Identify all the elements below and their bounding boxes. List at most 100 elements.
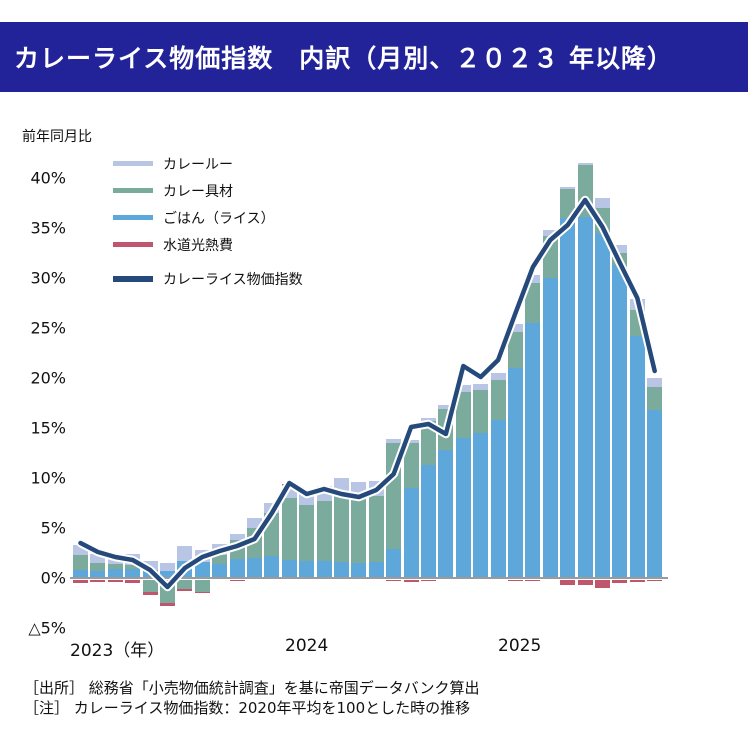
bar-segment-カレー具材 (368, 496, 384, 562)
bar-segment-カレールー (421, 418, 436, 421)
bar-segment-カレー具材 (212, 555, 228, 564)
bar-segment-カレー具材 (90, 563, 106, 571)
bar-segment-水道光熱費 (90, 580, 106, 582)
roux-swatch-icon (113, 161, 153, 166)
bar-segment-カレー具材 (403, 443, 419, 488)
bar-segment-カレー具材 (281, 498, 297, 560)
bar-segment-水道光熱費 (577, 580, 593, 585)
bar-segment-ごはん（ライス） (525, 323, 541, 578)
bar-segment-ごはん（ライス） (177, 561, 193, 578)
bar-segment-水道光熱費 (107, 580, 123, 582)
bar-segment-ごはん（ライス） (212, 564, 228, 578)
bar-segment-カレー具材 (160, 580, 175, 603)
bar-segment-カレールー (212, 544, 228, 555)
bar-segment-カレー具材 (595, 208, 610, 233)
bar-segment-カレー具材 (299, 505, 315, 561)
bar-segment-カレールー (334, 478, 349, 494)
bar-segment-カレールー (525, 275, 541, 283)
bar-segment-カレールー (438, 405, 454, 409)
bar-segment-カレー具材 (247, 528, 262, 558)
bar-segment-カレー具材 (107, 564, 123, 569)
bar-segment-カレー具材 (542, 236, 558, 278)
bar-segment-カレールー (160, 563, 175, 571)
bar-segment-ごはん（ライス） (351, 563, 367, 578)
legend-label: カレー具材 (163, 183, 233, 200)
legend-item-ingredients: カレー具材 (113, 177, 303, 204)
bar-segment-カレールー (560, 187, 576, 189)
bar-segment-カレールー (281, 485, 297, 498)
bar-segment-カレー具材 (577, 165, 593, 217)
bar-segment-ごはん（ライス） (386, 549, 402, 578)
bar-segment-カレールー (508, 324, 523, 332)
bar-segment-カレールー (351, 482, 367, 498)
bar-segment-カレールー (595, 198, 610, 208)
bar-segment-カレールー (316, 486, 332, 501)
bar-segment-水道光熱費 (177, 589, 193, 591)
bar-segment-カレー具材 (508, 332, 523, 368)
bar-segment-カレー具材 (455, 392, 471, 438)
bar-segment-カレールー (194, 550, 210, 562)
x-tick-label: 2023（年） (70, 641, 165, 661)
title-bar: カレーライス物価指数 内訳（月別、２０２３ 年以降） (0, 22, 748, 92)
bar-segment-ごはん（ライス） (334, 562, 349, 578)
bar-segment-カレー具材 (334, 494, 349, 562)
y-tick-label: 0% (40, 568, 66, 588)
legend-item-roux: カレールー (113, 150, 303, 177)
bar-segment-カレールー (90, 554, 106, 563)
bar-segment-カレールー (73, 545, 88, 555)
bar-segment-カレールー (229, 534, 245, 540)
bar-segment-カレー具材 (473, 390, 489, 433)
x-tick-label: 2024 (285, 636, 329, 656)
bar-segment-カレールー (125, 554, 141, 565)
bar-segment-ごはん（ライス） (247, 558, 262, 578)
footer-notes: ［出所］ 総務省「小売物価統計調査」を基に帝国データバンク算出 ［注］ カレーラ… (24, 678, 480, 719)
bar-segment-カレールー (107, 556, 123, 564)
y-tick-label: 20% (30, 368, 66, 388)
bar-segment-水道光熱費 (403, 580, 419, 582)
bar-segment-水道光熱費 (386, 580, 402, 581)
bar-segment-カレー具材 (264, 513, 280, 556)
bar-segment-水道光熱費 (281, 484, 297, 485)
bar-segment-水道光熱費 (229, 580, 245, 581)
y-tick-label: 30% (30, 268, 66, 288)
bar-segment-カレールー (386, 439, 402, 443)
y-axis-caption: 前年同月比 (22, 129, 92, 145)
bar-segment-カレールー (629, 299, 645, 310)
y-tick-label: △5% (28, 618, 66, 638)
legend-label: カレールー (163, 156, 233, 173)
bar-segment-カレー具材 (125, 565, 141, 569)
index-line-swatch-icon (113, 275, 153, 282)
bar-segment-カレールー (142, 561, 158, 570)
legend-item-rice: ごはん（ライス） (113, 204, 303, 231)
y-tick-label: 15% (30, 418, 66, 438)
source-note: ［出所］ 総務省「小売物価統計調査」を基に帝国データバンク算出 (24, 679, 480, 697)
bar-segment-水道光熱費 (508, 580, 523, 581)
bar-segment-カレー具材 (142, 580, 158, 592)
bar-segment-カレールー (368, 481, 384, 496)
bar-segment-水道光熱費 (421, 580, 436, 581)
bar-segment-ごはん（ライス） (647, 410, 663, 578)
bar-segment-水道光熱費 (612, 580, 628, 583)
note-line: ［注］ カレーライス物価指数：2020年平均を100とした時の推移 (24, 699, 471, 718)
bar-segment-カレールー (542, 230, 558, 236)
bar-segment-ごはん（ライス） (612, 265, 628, 578)
bar-segment-ごはん（ライス） (577, 217, 593, 578)
page-title: カレーライス物価指数 内訳（月別、２０２３ 年以降） (14, 44, 673, 73)
bar-segment-水道光熱費 (160, 603, 175, 606)
ingredients-swatch-icon (113, 188, 153, 193)
bar-segment-ごはん（ライス） (229, 559, 245, 578)
bar-segment-カレー具材 (612, 253, 628, 265)
bar-segment-カレー具材 (194, 580, 210, 592)
legend: カレールー カレー具材 ごはん（ライス） 水道光熱費 カレーライス物価指数 (113, 150, 303, 292)
bar-segment-カレー具材 (421, 421, 436, 465)
bar-segment-カレー具材 (629, 310, 645, 336)
bar-segment-カレールー (473, 384, 489, 390)
bar-segment-ごはん（ライス） (316, 561, 332, 578)
bar-segment-カレールー (612, 245, 628, 253)
y-tick-label: 25% (30, 318, 66, 338)
bar-segment-カレールー (264, 503, 280, 513)
bar-segment-ごはん（ライス） (560, 218, 576, 578)
bar-segment-カレールー (490, 373, 506, 380)
